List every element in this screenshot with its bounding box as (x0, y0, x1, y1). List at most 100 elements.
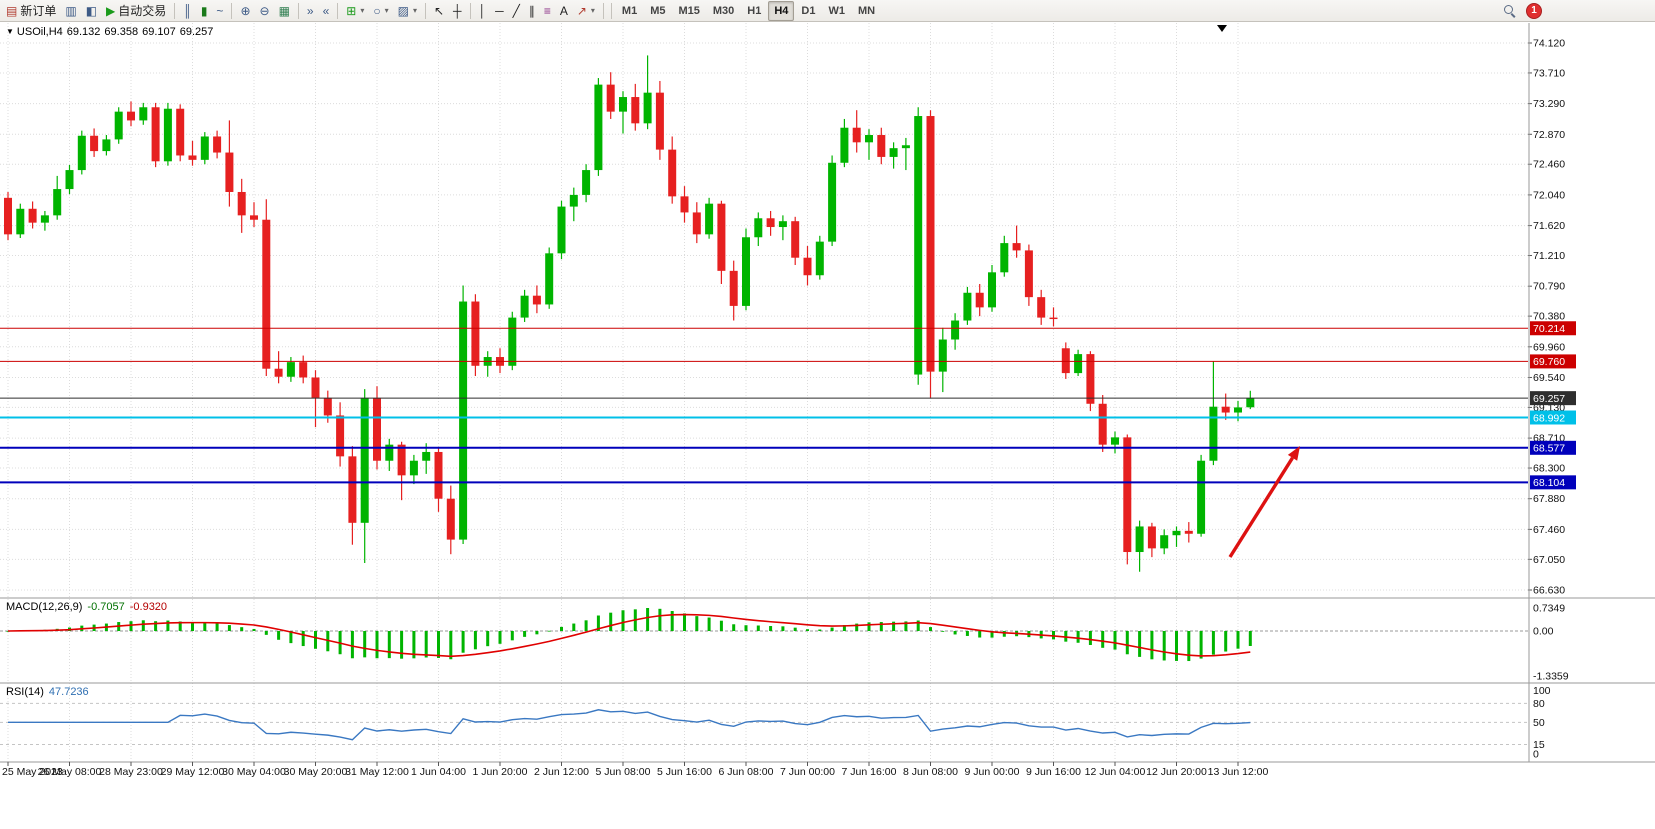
svg-text:66.630: 66.630 (1533, 584, 1565, 596)
time-axis-label: 12 Jun 20:00 (1146, 766, 1207, 778)
macd-name: MACD(12,26,9) (6, 601, 83, 613)
bars-icon: ║ (183, 3, 192, 18)
horizontal-lines: 70.214 69.760 69.257 68.992 68.577 68.104 (0, 321, 1576, 490)
new-chart-button[interactable]: ⊞ ▾ (342, 0, 368, 21)
ohlc-open: 69.132 (66, 26, 101, 38)
auto-scroll-button[interactable]: » (303, 0, 318, 21)
shift-icon: « (322, 3, 330, 18)
price-label-flag (1530, 440, 1576, 455)
text-icon: A (559, 3, 568, 18)
navigator-button[interactable]: ◧ (82, 0, 101, 21)
text-label-button[interactable]: A (556, 0, 572, 21)
bar-chart-button[interactable]: ║ (179, 0, 196, 21)
timeframe-w1[interactable]: W1 (828, 4, 845, 17)
svg-text:70.380: 70.380 (1533, 311, 1565, 323)
rsi-pane[interactable] (0, 684, 1528, 762)
svg-text:74.120: 74.120 (1533, 38, 1565, 50)
line-chart-button[interactable]: ~ (212, 0, 227, 21)
symbol-collapse-icon[interactable]: ▼ (6, 27, 14, 36)
new-order-button[interactable]: ▤ 新订单 (2, 0, 60, 21)
toolbar-separator (424, 2, 426, 19)
search-button[interactable] (1498, 0, 1521, 21)
crosshair-button[interactable]: ┼ (449, 0, 466, 21)
svg-text:72.040: 72.040 (1533, 189, 1565, 201)
timeframe-m15[interactable]: M15 (678, 4, 700, 17)
trend-arrow-object[interactable] (1228, 446, 1300, 558)
price-axis[interactable]: 74.120 73.710 73.290 72.870 72.460 72.040 71.6… (1528, 38, 1565, 597)
rsi-axis-label: 80 (1533, 698, 1545, 710)
time-axis-label: 25 May 2023 (2, 766, 63, 778)
time-axis-label: 9 Jun 00:00 (965, 766, 1020, 778)
price-label-flag-text: 68.104 (1533, 477, 1565, 489)
cursor-button[interactable]: ↖ (430, 0, 448, 21)
timeframe-m30[interactable]: M30 (712, 4, 735, 17)
time-axis-label: 12 Jun 04:00 (1085, 766, 1146, 778)
doc-icon: ▤ (6, 3, 18, 18)
template-button[interactable]: ▨ ▾ (394, 0, 421, 21)
time-axis-label: 28 May 23:00 (99, 766, 163, 778)
time-axis-label: 13 Jun 12:00 (1208, 766, 1269, 778)
price-label-flag-text: 68.992 (1533, 412, 1565, 424)
time-axis-label: 5 Jun 16:00 (657, 766, 712, 778)
timeframe-mn[interactable]: MN (857, 4, 876, 17)
time-axis-label: 8 Jun 08:00 (903, 766, 958, 778)
time-axis-label: 30 May 04:00 (222, 766, 286, 778)
rsi-axis-label: 100 (1533, 685, 1551, 697)
price-label-flag-text: 69.257 (1533, 393, 1565, 405)
arrows-tool-button[interactable]: ↗ ▾ (573, 0, 599, 21)
timeframe-h1[interactable]: H1 (747, 4, 762, 17)
svg-text:73.710: 73.710 (1533, 67, 1565, 79)
new-order-button-label: 新订单 (20, 4, 57, 18)
equidistant-channel-button[interactable]: ∥ (525, 0, 539, 21)
fibonacci-button[interactable]: ≡ (540, 0, 555, 21)
main-toolbar: ▤ 新订单 ▥ ◧ ▶ 自动交易 ║ ▮ ~ ⊕ ⊖ ▦» «⊞ ▾ ○ ▾ ▨ ▾ ↖ ┼ │ ─ ╱ ∥ ≡ A ↗ ▾ M1 M5 M… (0, 0, 1655, 22)
channel-icon: ∥ (528, 3, 535, 18)
horizontal-line-button[interactable]: ─ (491, 0, 508, 21)
time-axis-label: 26 May 08:00 (38, 766, 102, 778)
price-label-flag (1530, 410, 1576, 425)
price-label-flag (1530, 354, 1576, 369)
chart-symbol-header: ▼ USOil,H4 69.132 69.358 69.107 69.257 (6, 26, 217, 38)
chevron-down-icon: ▾ (360, 6, 365, 15)
chart-shift-marker[interactable] (1217, 25, 1227, 32)
timeframe-d1[interactable]: D1 (801, 4, 816, 17)
svg-text:72.460: 72.460 (1533, 159, 1565, 171)
market-watch-button[interactable]: ▥ (61, 0, 80, 21)
autotrade-button[interactable]: ▶ 自动交易 (102, 0, 170, 21)
timeframe-m5[interactable]: M5 (650, 4, 666, 17)
timeframe-m1[interactable]: M1 (621, 4, 638, 17)
price-pane[interactable] (0, 23, 1528, 597)
rsi-axis-label: 0 (1533, 749, 1539, 761)
hline-icon: ─ (495, 3, 504, 18)
tile-windows-button[interactable]: ▦ (275, 0, 294, 21)
clock-icon: ○ (373, 3, 381, 18)
period-button[interactable]: ○ ▾ (369, 0, 392, 21)
price-label-flag (1530, 391, 1576, 406)
trend-icon: ╱ (512, 3, 520, 18)
price-label-flag-text: 68.577 (1533, 443, 1565, 455)
toolbar-separator (297, 2, 299, 19)
zoomout-icon: ⊖ (259, 3, 270, 18)
vline-icon: │ (478, 3, 487, 18)
macd-pane[interactable] (0, 599, 1528, 682)
svg-text:73.290: 73.290 (1533, 98, 1565, 110)
macd-main-value: -0.7057 (87, 601, 125, 613)
trendline-button[interactable]: ╱ (509, 0, 524, 21)
newchart-icon: ⊞ (346, 3, 357, 18)
line-icon: ~ (216, 3, 224, 18)
zoom-out-button[interactable]: ⊖ (256, 0, 274, 21)
macd-axis-label: 0.7349 (1533, 603, 1565, 615)
template-icon: ▨ (397, 3, 409, 18)
chart-shift-button[interactable]: « (319, 0, 334, 21)
time-axis-label: 1 Jun 04:00 (411, 766, 466, 778)
notification-badge[interactable]: 1 (1526, 2, 1542, 19)
toolbar-separator (602, 2, 604, 19)
zoom-in-button[interactable]: ⊕ (236, 0, 254, 21)
candlestick-chart-button[interactable]: ▮ (197, 0, 212, 21)
timeframe-h4[interactable]: H4 (768, 0, 795, 21)
rsi-name: RSI(14) (6, 686, 44, 698)
chart-canvas[interactable]: 74.120 73.710 73.290 72.870 72.460 72.040 71.6… (0, 23, 1655, 781)
vertical-line-button[interactable]: │ (475, 0, 491, 21)
